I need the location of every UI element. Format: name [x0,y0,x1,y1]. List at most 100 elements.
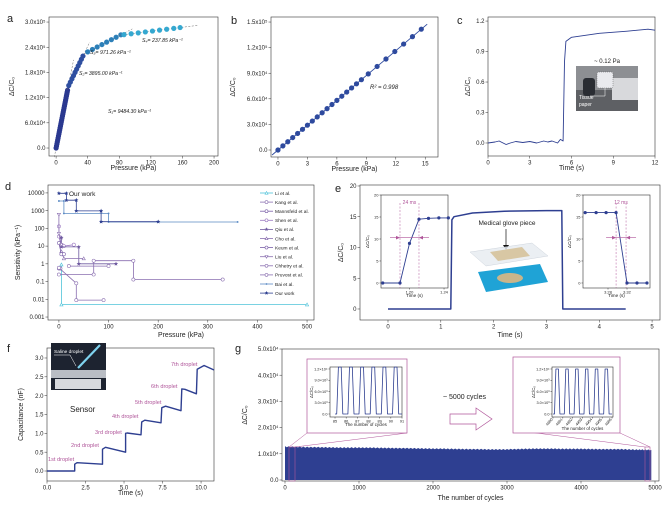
x-tick-label: 9 [365,162,369,168]
y-tick-label: 1.2×10⁴ [314,367,328,371]
legend-item: Mannsfeld et al. [260,209,309,215]
series-marker [220,277,225,282]
pipette [77,344,101,369]
y-tick-label: 9.0x10⁴ [247,70,268,77]
legend-item: Chhetry et al. [260,264,304,270]
cycle-waveform [335,366,347,415]
droplet-label: 3rd droplet [95,430,122,436]
series-marker [74,208,79,213]
y-tick-label: 100 [34,226,45,232]
x-tick-label: 5 [650,325,654,331]
droplet-label: 2nd droplet [71,443,99,449]
plot-frame [270,16,439,158]
sensor-label: Sensor [70,405,96,414]
photo-pointer [54,354,77,367]
panel-e-inset-rise: 1.20 1.24 0 5 10 15 20 Time (s) ΔC/C₀ 24 ms [365,192,450,298]
legend-marker [264,236,269,240]
legend-label: Shen et al. [275,218,298,224]
legend-label: Qiu et al. [275,227,294,233]
y-tick-label: 0.0 [322,412,327,416]
plot-frame [582,194,651,289]
y-tick-label: 1.2 [476,19,485,25]
data-point [275,147,281,153]
x-tick-label: 90 [389,419,393,423]
inset-point [583,210,587,215]
droplet-label: 7th droplet [171,362,198,368]
x-tick-label: 5000 [648,486,662,492]
y-axis-label: ΔC/C₀ [567,235,572,248]
plot-frame [47,184,315,321]
data-point [418,26,424,32]
panel-g-inset-0: 85 86 87 88 89 90 91 0.0 3.0×10³ 6.0×10³ 9.0×10³ 1.… [309,366,404,427]
data-point [314,114,320,120]
x-tick-label: 10.0 [195,486,207,492]
data-point [113,34,119,40]
x-tick-label: 0 [276,162,280,168]
panel-b: 0 3 6 9 12 15 0.0 3.0x10⁴ 6.0x10⁴ 9.0x10⁴ 1.2x10⁵ 1… [230,16,439,173]
series-line-4 [61,237,116,265]
y-axis-label: ΔC/C₀ [365,235,370,248]
inset-point [437,216,441,220]
glove-sensor-illustration [469,242,549,292]
x-tick-label: 4 [598,325,602,331]
arrow-right-icon [449,407,493,431]
panel-d: 0 100 200 300 400 500 0.001 0.01 0.1 1 10 100 1000 10… [15,184,315,339]
y-tick-label: 3.0 [35,356,44,362]
panel-label-c: c [457,15,463,27]
x-tick-label: 2000 [426,486,440,492]
zoom-connector [294,432,408,448]
photo-clip [583,78,595,96]
data-point [299,126,306,132]
x-tick-label: 4906 [604,418,612,427]
panel-label-a: a [7,13,14,25]
x-tick-label: 0 [283,486,287,492]
cycle-waveform [582,368,593,415]
y-tick-label: 0.0 [37,146,46,152]
legend-label: Mannsfeld et al. [275,209,309,215]
series-marker [71,242,76,247]
x-tick-label: 500 [302,325,313,331]
series-marker [66,264,71,268]
tissue-paper [596,71,614,89]
inset-point [604,210,608,215]
series-marker [62,200,65,202]
x-tick-label: 4903 [575,418,583,427]
photo-label: Saline droplet [54,349,84,355]
panel-label-e: e [335,183,341,195]
series-marker [81,256,86,261]
data-point [149,28,156,34]
series-marker [76,244,81,249]
y-axis-label: ΔC/C₀ [242,405,249,424]
plot-frame [281,348,660,482]
legend-item: Pruvost et al. [260,273,303,279]
y-tick-label: 3.0x10⁵ [25,19,46,26]
x-tick-label: 300 [203,325,214,331]
zoom-connector [619,432,651,448]
legend-item: Our work [260,291,295,297]
series-marker [62,212,65,215]
y-tick-label: 15 [576,214,581,219]
series-marker [74,298,79,303]
y-tick-label: 1 [41,262,45,268]
photo-label-line1: Tissue [579,95,594,101]
y-tick-label: 10 [350,246,357,252]
x-tick-label: 86 [344,419,348,423]
inset-point [645,281,649,285]
data-point [128,31,134,37]
inset-point [398,281,402,285]
r-squared-label: R² = 0.998 [370,85,399,91]
y-tick-label: 1.8x10⁵ [25,70,46,77]
y-tick-label: 0.9 [476,50,485,56]
y-axis-label: ΔC/C₀ [338,243,345,262]
series-marker [59,243,64,247]
series-marker [64,191,69,196]
arrow-left-icon [418,235,423,240]
y-tick-label: 4.0x10⁴ [258,372,279,379]
x-tick-label: 2.5 [81,486,90,492]
y-tick-label: 20 [374,192,379,197]
y-tick-label: 0 [578,280,581,285]
series-marker [74,197,79,202]
series-marker [56,213,62,217]
y-tick-label: 0.5 [35,450,44,456]
